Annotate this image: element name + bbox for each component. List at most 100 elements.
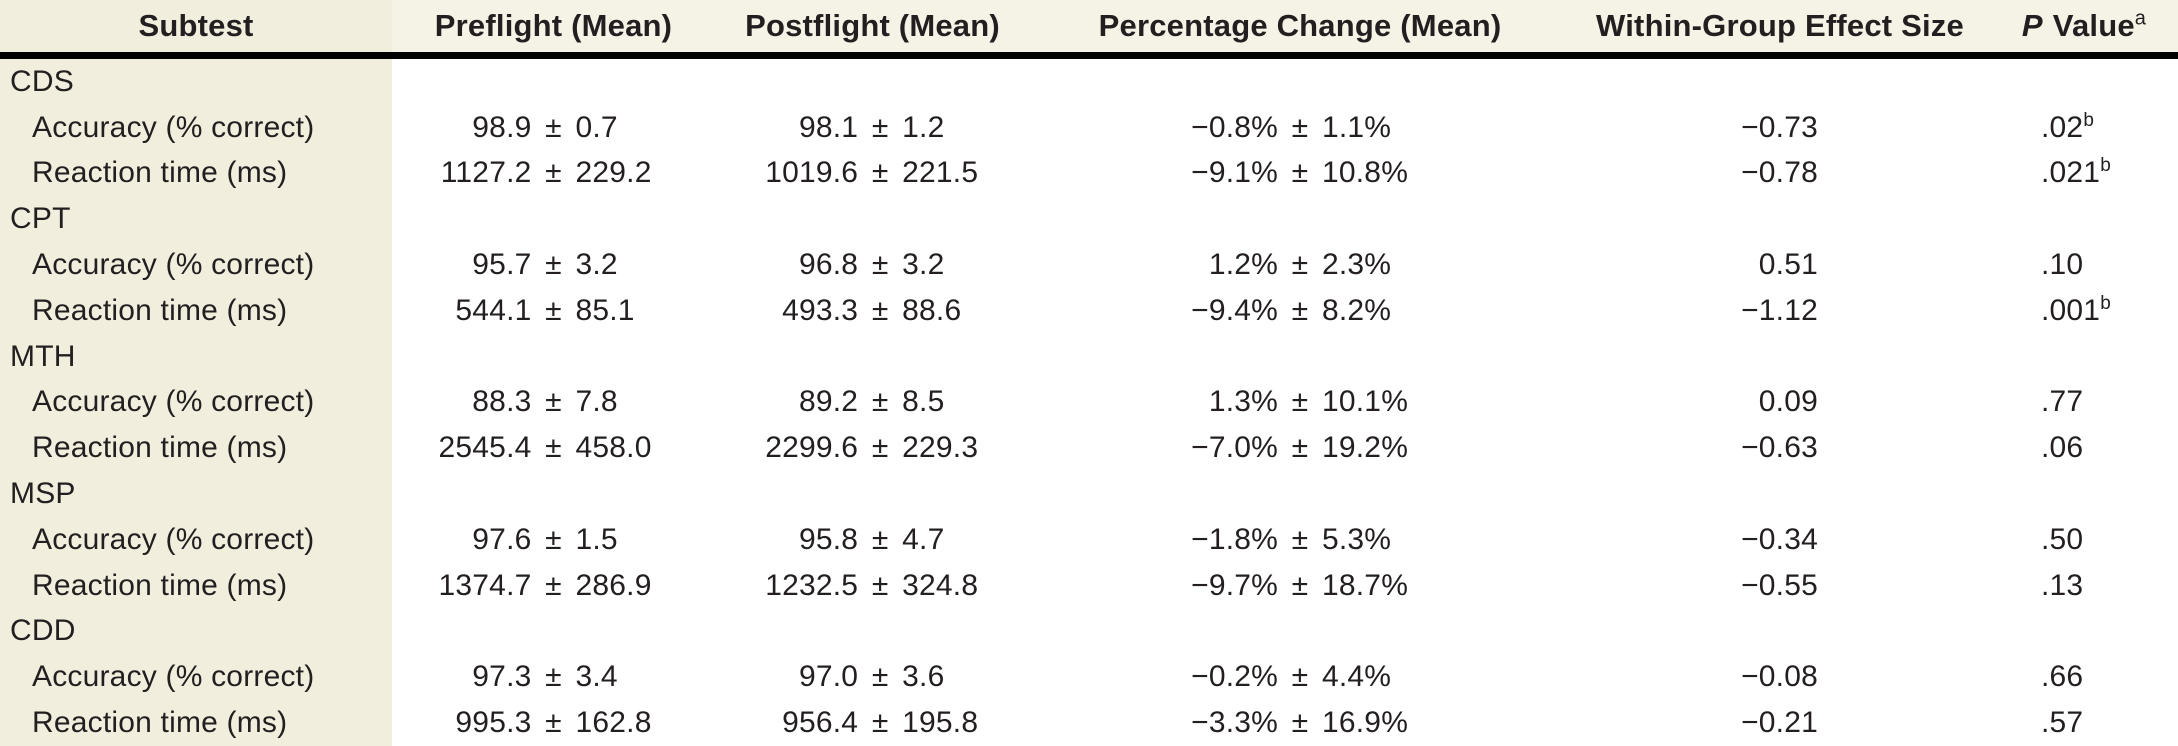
group-label: MTH xyxy=(0,333,392,380)
sd-value: 162.8 xyxy=(575,706,652,740)
preflight-cell: 1127.2 ±229.2 xyxy=(392,151,715,197)
effect-size-cell: −0.63 xyxy=(1741,431,1818,465)
plus-minus-symbol: ± xyxy=(871,706,889,740)
group-row-cpt: CPT xyxy=(0,196,2178,243)
sd-value: 3.4 xyxy=(575,660,618,694)
mean-value: 95.7 xyxy=(472,248,532,282)
mean-value: 2299.6 xyxy=(765,431,859,465)
preflight-cell: 97.3 ±3.4 xyxy=(392,654,715,700)
data-row-cds-reaction-time: Reaction time (ms) 1127.2 ±229.2 1019.6 ±2… xyxy=(0,150,2178,197)
mean-value: 1232.5 xyxy=(765,568,859,602)
group-label: CDD xyxy=(0,608,392,655)
row-label: Reaction time (ms) xyxy=(0,150,392,197)
p-value: .57 xyxy=(2041,706,2084,740)
footnote-marker-b: b xyxy=(2100,292,2111,314)
plus-minus-symbol: ± xyxy=(1291,248,1309,282)
row-label: Reaction time (ms) xyxy=(0,425,392,472)
plus-minus-symbol: ± xyxy=(1291,293,1309,327)
header-percentage-change: Percentage Change (Mean) xyxy=(1030,0,1570,59)
p-value: .06 xyxy=(2041,431,2084,465)
p-value-cell: .57 xyxy=(1990,700,2178,746)
mean-value: 956.4 xyxy=(782,706,859,740)
plus-minus-symbol: ± xyxy=(545,385,562,419)
row-label: Accuracy (% correct) xyxy=(0,654,392,701)
mean-value: 97.0 xyxy=(798,660,859,694)
plus-minus-symbol: ± xyxy=(1291,110,1309,144)
mean-value: −0.2% xyxy=(1191,660,1278,694)
effect-size-cell: 0.51 xyxy=(1758,248,1818,282)
mean-value: 97.6 xyxy=(472,522,532,556)
plus-minus-symbol: ± xyxy=(545,156,562,190)
sd-value: 85.1 xyxy=(575,293,635,327)
percentage-change-cell: −9.7% ±18.7% xyxy=(1030,563,1570,609)
sd-value: 16.9% xyxy=(1322,706,1409,740)
group-label: MSP xyxy=(0,471,392,517)
blank-cells xyxy=(392,333,2178,380)
plus-minus-symbol: ± xyxy=(1291,522,1309,556)
sd-value: 3.2 xyxy=(902,248,945,282)
sd-value: 4.4% xyxy=(1322,660,1392,694)
row-label: Accuracy (% correct) xyxy=(0,242,392,288)
postflight-cell: 1019.6 ±221.5 xyxy=(715,151,1030,197)
mean-value: 1374.7 xyxy=(438,568,532,602)
group-row-cdd: CDD xyxy=(0,608,2178,655)
blank-cells xyxy=(392,471,2178,517)
effect-size-cell: −0.73 xyxy=(1741,110,1818,144)
sd-value: 221.5 xyxy=(902,156,979,190)
row-label: Reaction time (ms) xyxy=(0,700,392,746)
mean-value: −0.8% xyxy=(1191,110,1278,144)
mean-value: 97.3 xyxy=(472,660,532,694)
p-value: .77 xyxy=(2041,385,2084,419)
blank-cells xyxy=(392,196,2178,243)
sd-value: 4.7 xyxy=(902,522,945,556)
mean-value: 95.8 xyxy=(798,522,859,556)
data-row-msp-accuracy: Accuracy (% correct) 97.6 ±1.5 95.8 ±4.7 −… xyxy=(0,516,2178,563)
percentage-change-cell: −3.3% ±16.9% xyxy=(1030,700,1570,746)
plus-minus-symbol: ± xyxy=(545,522,562,556)
data-row-cpt-accuracy: Accuracy (% correct) 95.7 ±3.2 96.8 ±3.2 1… xyxy=(0,242,2178,288)
sd-value: 324.8 xyxy=(902,568,979,602)
plus-minus-symbol: ± xyxy=(871,660,889,694)
plus-minus-symbol: ± xyxy=(545,431,562,465)
plus-minus-symbol: ± xyxy=(1291,568,1309,602)
percentage-change-cell: 1.3% ±10.1% xyxy=(1030,380,1570,426)
plus-minus-symbol: ± xyxy=(871,248,889,282)
plus-minus-symbol: ± xyxy=(1291,706,1309,740)
p-value: .02 xyxy=(2041,110,2084,144)
plus-minus-symbol: ± xyxy=(545,110,562,144)
effect-size-cell: 0.09 xyxy=(1758,385,1818,419)
plus-minus-symbol: ± xyxy=(545,660,562,694)
plus-minus-symbol: ± xyxy=(871,110,889,144)
percentage-change-cell: −1.8% ±5.3% xyxy=(1030,517,1570,563)
data-row-msp-reaction-time: Reaction time (ms) 1374.7 ±286.9 1232.5 ±3… xyxy=(0,562,2178,609)
mean-value: 98.9 xyxy=(472,110,532,144)
plus-minus-symbol: ± xyxy=(871,568,889,602)
sd-value: 8.2% xyxy=(1322,293,1392,327)
p-value-cell: .77 xyxy=(1990,380,2178,426)
header-effect-size: Within-Group Effect Size xyxy=(1570,0,1990,59)
row-label: Accuracy (% correct) xyxy=(0,379,392,426)
sd-value: 2.3% xyxy=(1322,248,1392,282)
effect-size-cell: −0.34 xyxy=(1741,522,1818,556)
sd-value: 88.6 xyxy=(902,293,962,327)
p-value: .021 xyxy=(2041,156,2101,190)
plus-minus-symbol: ± xyxy=(871,431,889,465)
mean-value: 544.1 xyxy=(455,293,532,327)
postflight-cell: 956.4 ±195.8 xyxy=(715,700,1030,746)
sd-value: 10.8% xyxy=(1322,156,1409,190)
p-value-cell: .001b xyxy=(1990,288,2178,334)
p-value-cell: .66 xyxy=(1990,654,2178,700)
preflight-cell: 88.3 ±7.8 xyxy=(392,380,715,426)
preflight-cell: 544.1 ±85.1 xyxy=(392,288,715,334)
plus-minus-symbol: ± xyxy=(545,293,562,327)
p-value-cell: .06 xyxy=(1990,425,2178,471)
sd-value: 5.3% xyxy=(1322,522,1392,556)
effect-size-cell: −0.08 xyxy=(1741,660,1818,694)
mean-value: −9.1% xyxy=(1191,156,1278,190)
effect-size-cell: −0.55 xyxy=(1741,568,1818,602)
plus-minus-symbol: ± xyxy=(871,156,889,190)
table-header: Subtest Preflight (Mean) Postflight (Mea… xyxy=(0,0,2178,59)
mean-value: 493.3 xyxy=(782,293,859,327)
p-value-cell: .021b xyxy=(1990,151,2178,197)
